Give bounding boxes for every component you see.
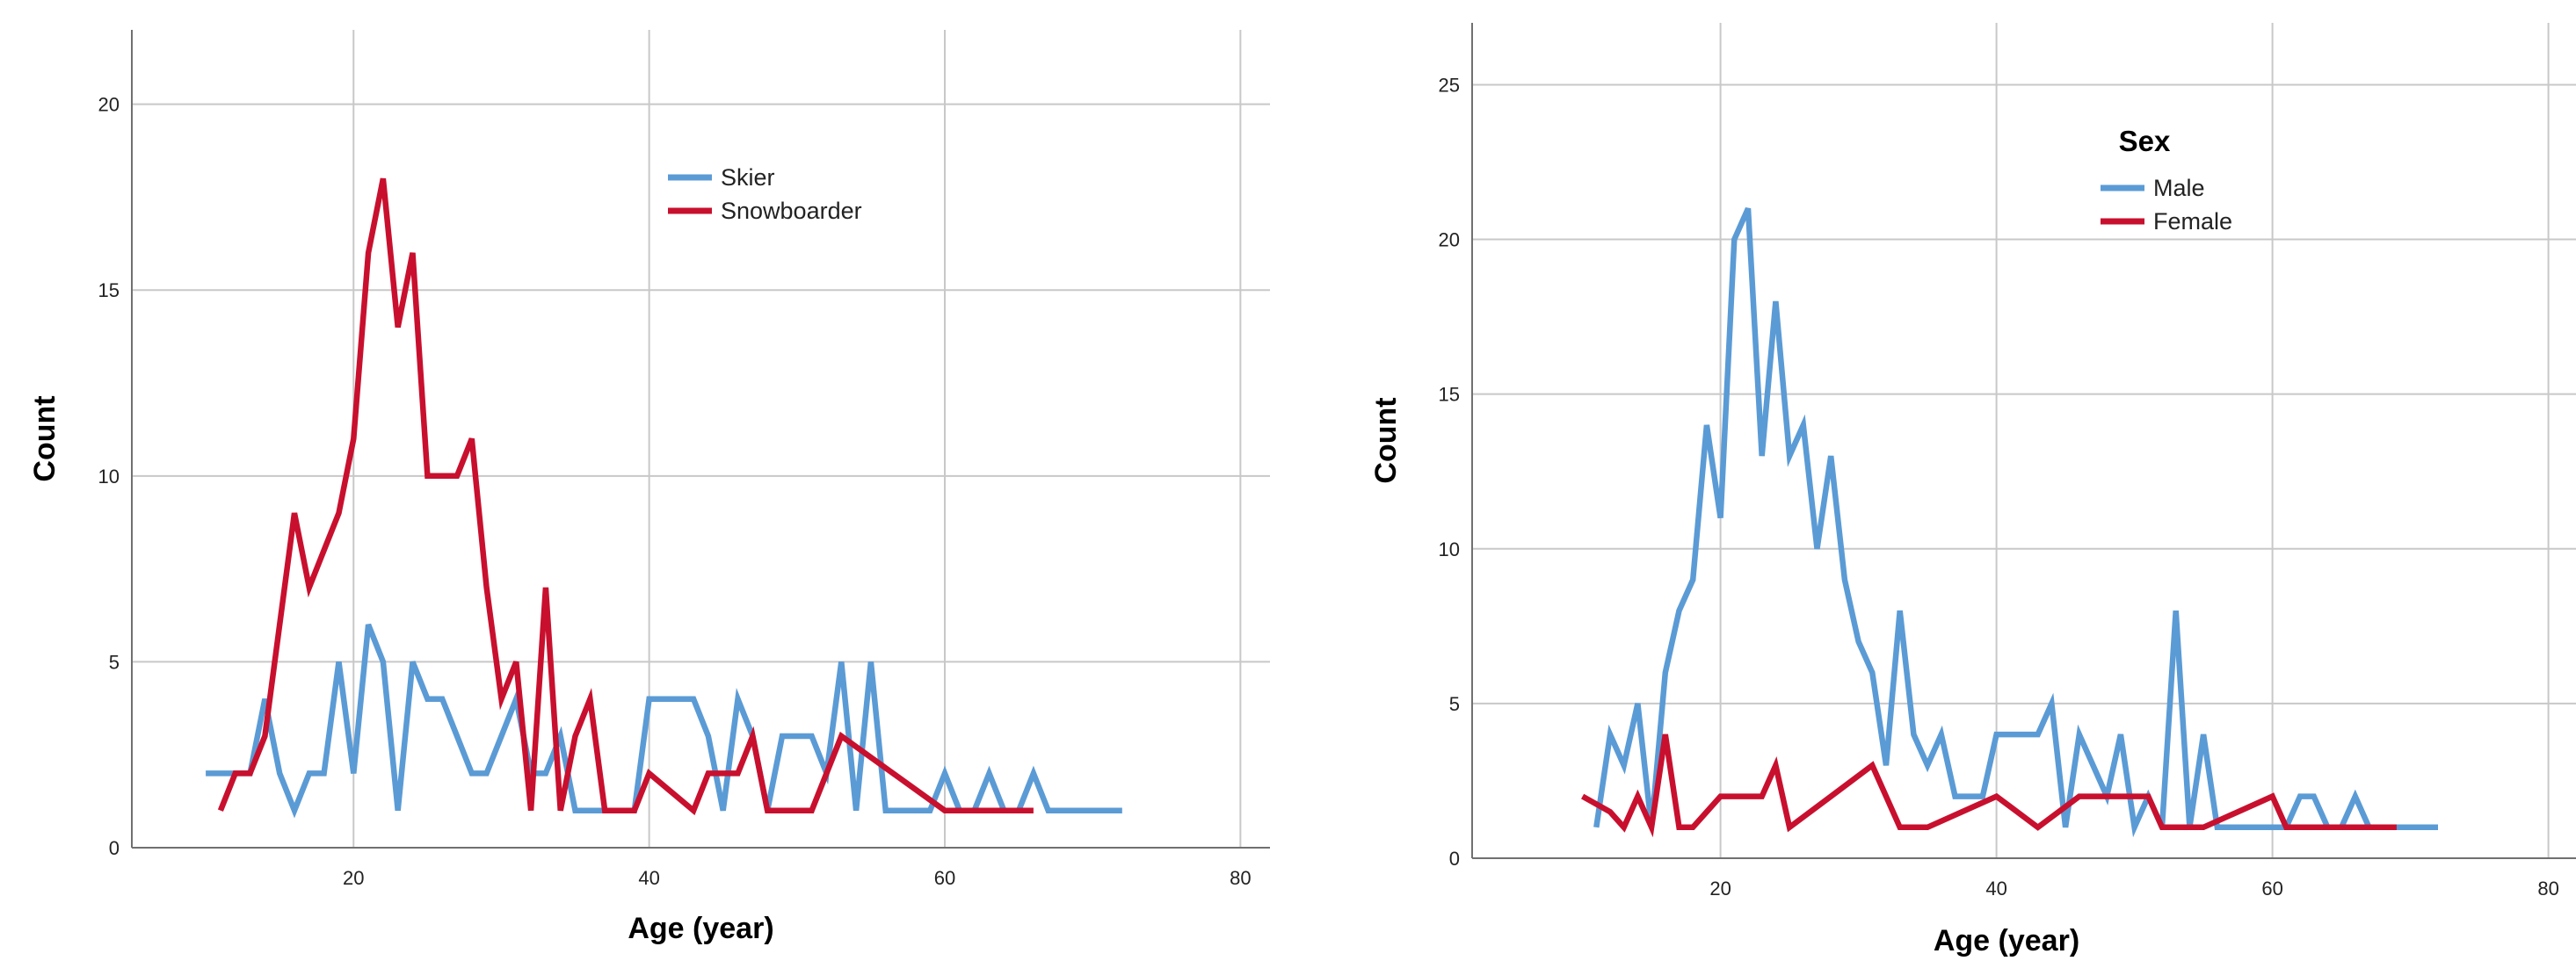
y-tick-label: 5 xyxy=(109,651,120,673)
x-tick-label: 20 xyxy=(1709,878,1731,900)
y-tick-label: 0 xyxy=(109,837,120,859)
x-axis-title: Age (year) xyxy=(1934,924,2079,957)
chart-2: 0 5 10 15 20 25 20 40 60 80 Age (year) Count Sex Male… xyxy=(1369,23,2576,957)
x-tick-label: 40 xyxy=(638,867,659,889)
legend-title: Sex xyxy=(2119,125,2171,157)
series-line-male xyxy=(1593,206,2438,838)
x-axis-title: Age (year) xyxy=(628,912,773,945)
legend: Sex Male Female xyxy=(2101,125,2232,235)
x-tick-label: 80 xyxy=(1230,867,1251,889)
y-tick-label: 20 xyxy=(98,94,120,116)
y-tick-label: 10 xyxy=(1439,538,1460,560)
legend-label: Male xyxy=(2153,175,2205,201)
y-tick-label: 5 xyxy=(1449,693,1460,715)
series-line-snowboarder xyxy=(217,177,1034,816)
y-axis-title: Count xyxy=(28,395,62,481)
y-tick-label: 20 xyxy=(1439,229,1460,251)
y-tick-label: 0 xyxy=(1449,848,1460,870)
series-line-female xyxy=(1581,733,2397,838)
legend: Skier Snowboarder xyxy=(668,164,862,224)
x-tick-label: 20 xyxy=(343,867,364,889)
legend-label: Snowboarder xyxy=(721,198,862,224)
y-axis-title: Count xyxy=(1369,397,1403,483)
x-tick-label: 80 xyxy=(2537,878,2558,900)
legend-label: Female xyxy=(2153,208,2232,235)
y-tick-label: 15 xyxy=(98,279,120,301)
legend-label: Skier xyxy=(721,164,775,191)
x-tick-label: 60 xyxy=(2261,878,2282,900)
x-tick-label: 40 xyxy=(1985,878,2006,900)
y-tick-label: 15 xyxy=(1439,384,1460,406)
chart-1: 0 5 10 15 20 20 40 60 80 Age (year) Count Skier Snow… xyxy=(28,30,1270,945)
x-tick-label: 60 xyxy=(934,867,955,889)
y-tick-label: 10 xyxy=(98,466,120,488)
y-tick-label: 25 xyxy=(1439,74,1460,96)
